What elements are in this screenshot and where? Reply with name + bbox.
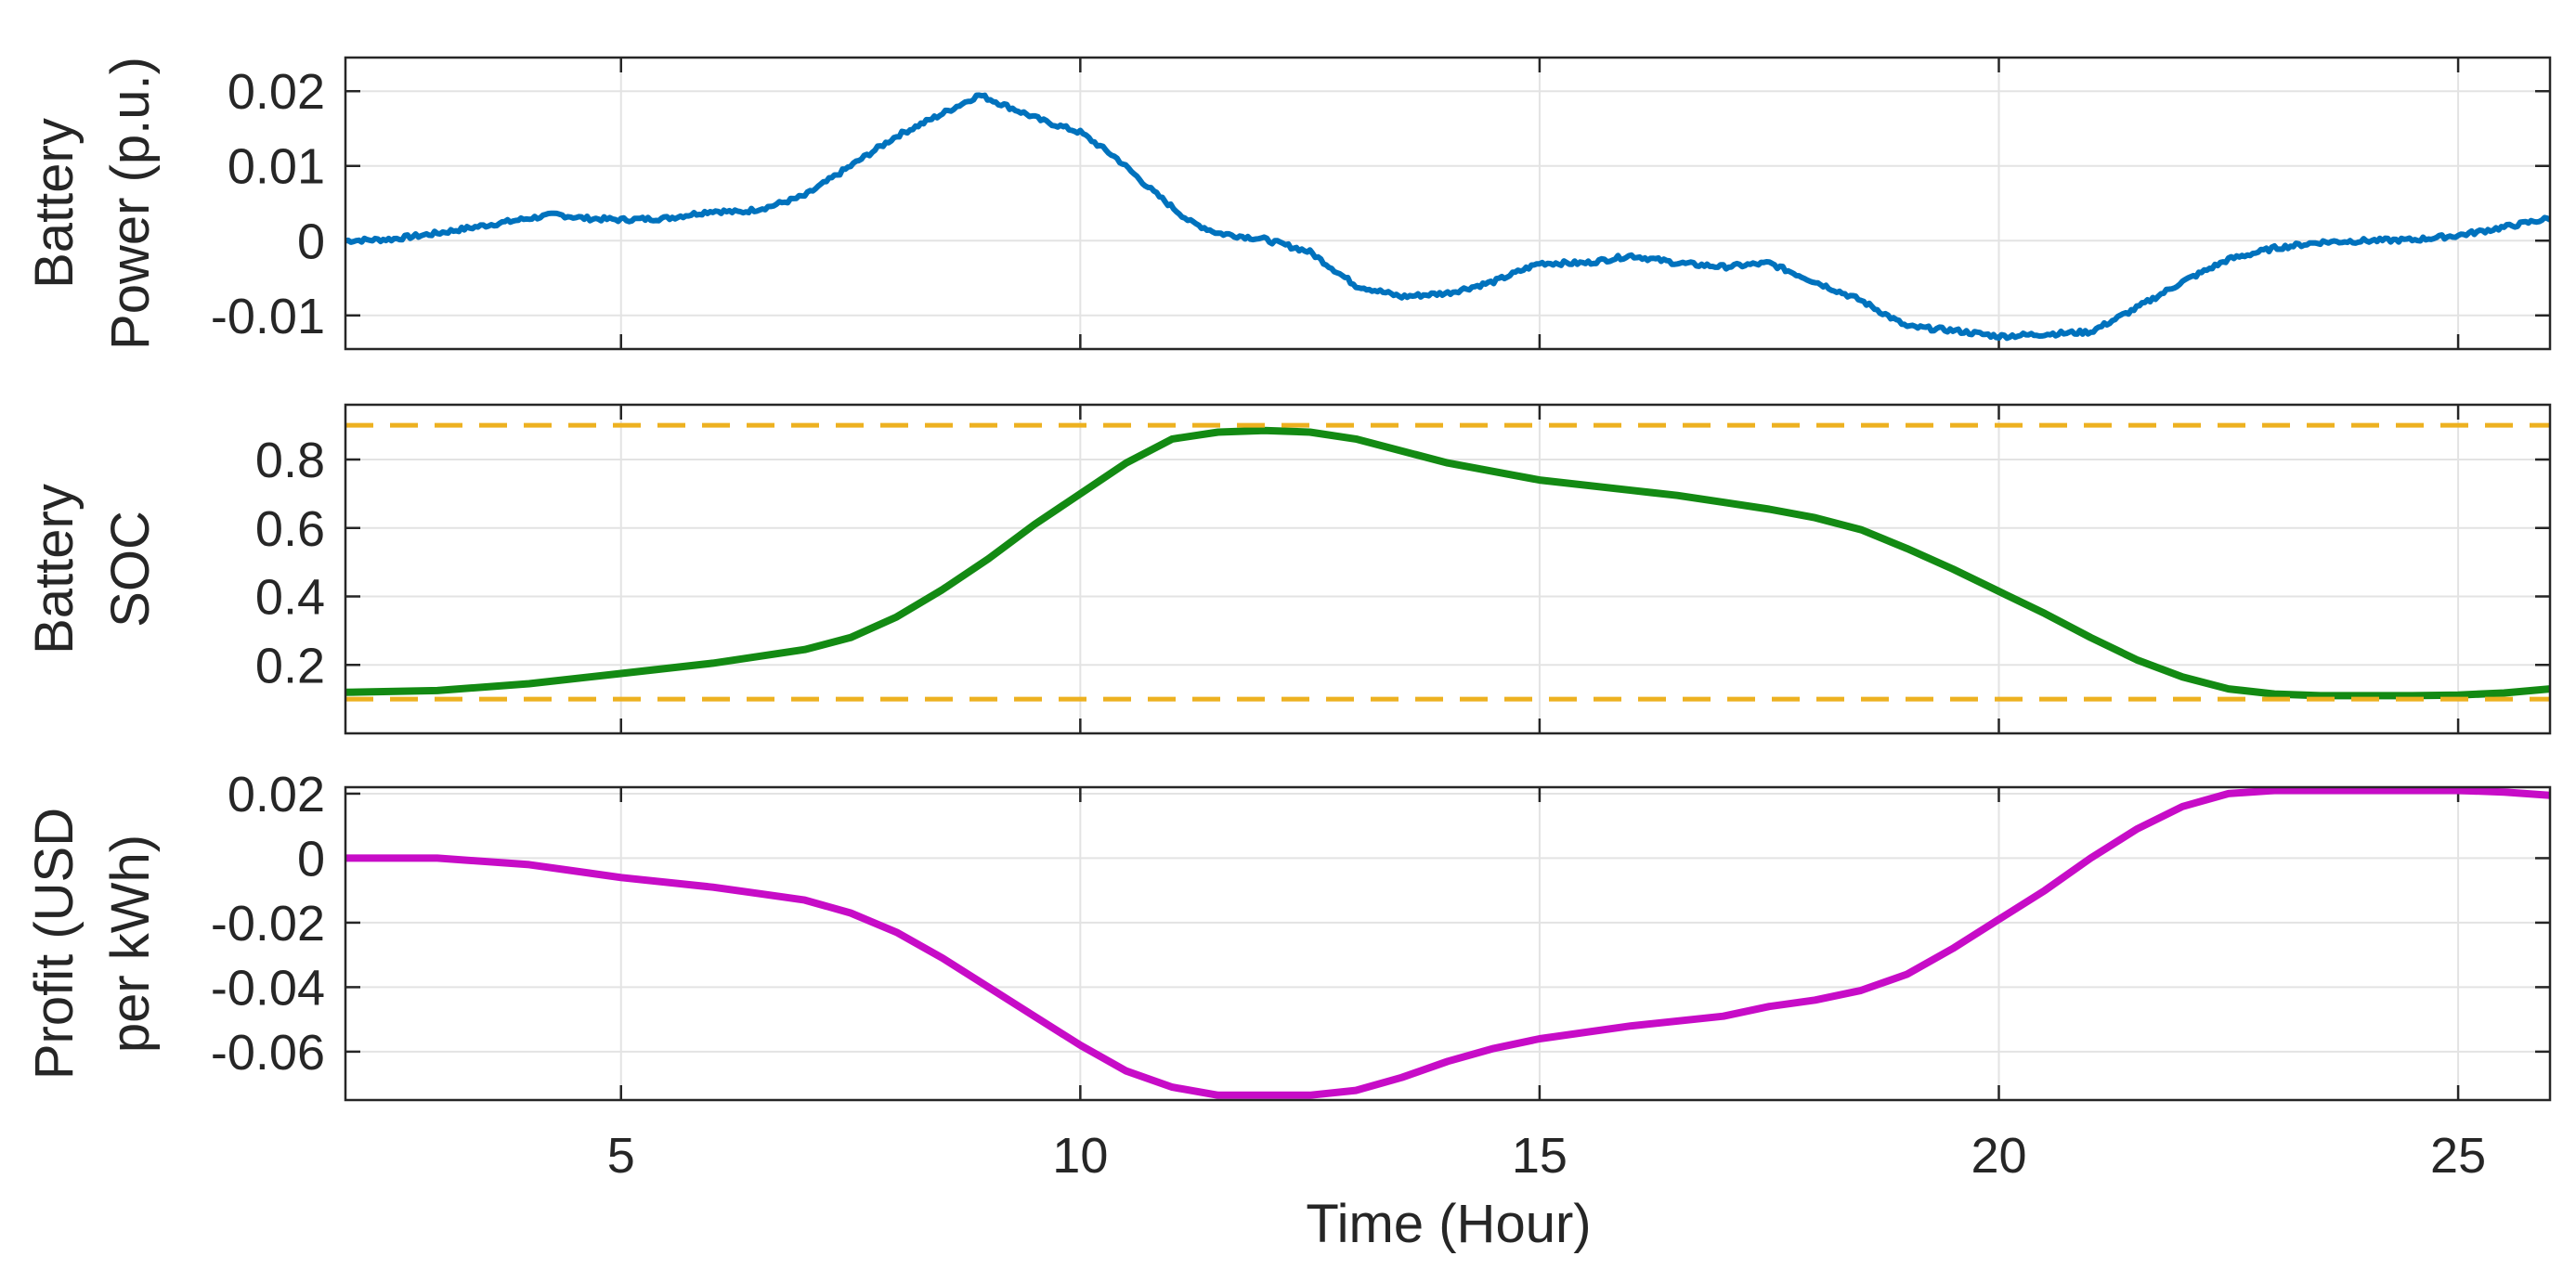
y-axis-title: SOC — [100, 511, 161, 628]
y-axis-title: per kWh) — [100, 835, 161, 1053]
y-tick-label: 0 — [297, 831, 325, 887]
panel-battery-power: 0.02 0.01 0 -0.01 Battery Power (p.u.) — [24, 56, 2552, 351]
y-tick-label: 0.02 — [228, 767, 325, 822]
x-tick-label: 10 — [1052, 1128, 1108, 1184]
y-tick-label: 0.2 — [255, 638, 325, 693]
series-line — [345, 787, 2550, 1099]
series-line — [345, 426, 2550, 700]
axes-box — [344, 403, 2552, 735]
x-tick-label: 25 — [2430, 1128, 2486, 1184]
y-tick-label: -0.01 — [211, 289, 325, 344]
y-tick-label: -0.02 — [211, 896, 325, 952]
x-tick-label: 15 — [1512, 1128, 1568, 1184]
x-tick-label: 5 — [607, 1128, 635, 1184]
y-tick-label: 0.6 — [255, 501, 325, 557]
y-tick-label: -0.04 — [211, 960, 325, 1016]
series-group — [345, 92, 2550, 342]
y-axis-title: Battery — [24, 484, 85, 654]
y-tick-label: 0.02 — [228, 64, 325, 120]
y-tick-label: 0.4 — [255, 570, 325, 626]
y-tick-label: 0.01 — [228, 139, 325, 195]
panel-battery-soc: 0.8 0.6 0.4 0.2 Battery SOC — [24, 403, 2552, 735]
series-group — [345, 422, 2550, 702]
panel-profit: 0.02 0 -0.02 -0.04 -0.06 Profit (USD per kWh) — [24, 767, 2552, 1102]
y-tick-label: -0.06 — [211, 1025, 325, 1081]
y-axis-title: Battery — [24, 118, 85, 289]
y-tick-label: 0 — [297, 214, 325, 269]
y-tick-label: 0.8 — [255, 433, 325, 488]
series-group — [345, 787, 2550, 1099]
y-axis-title: Power (p.u.) — [100, 57, 161, 350]
x-axis-title: Time (Hour) — [1306, 1194, 1591, 1254]
x-tick-label: 20 — [1971, 1128, 2026, 1184]
axes-box — [344, 785, 2552, 1102]
y-axis-title: Profit (USD — [24, 808, 85, 1080]
series-line — [345, 92, 2550, 342]
axes-box — [344, 56, 2552, 351]
